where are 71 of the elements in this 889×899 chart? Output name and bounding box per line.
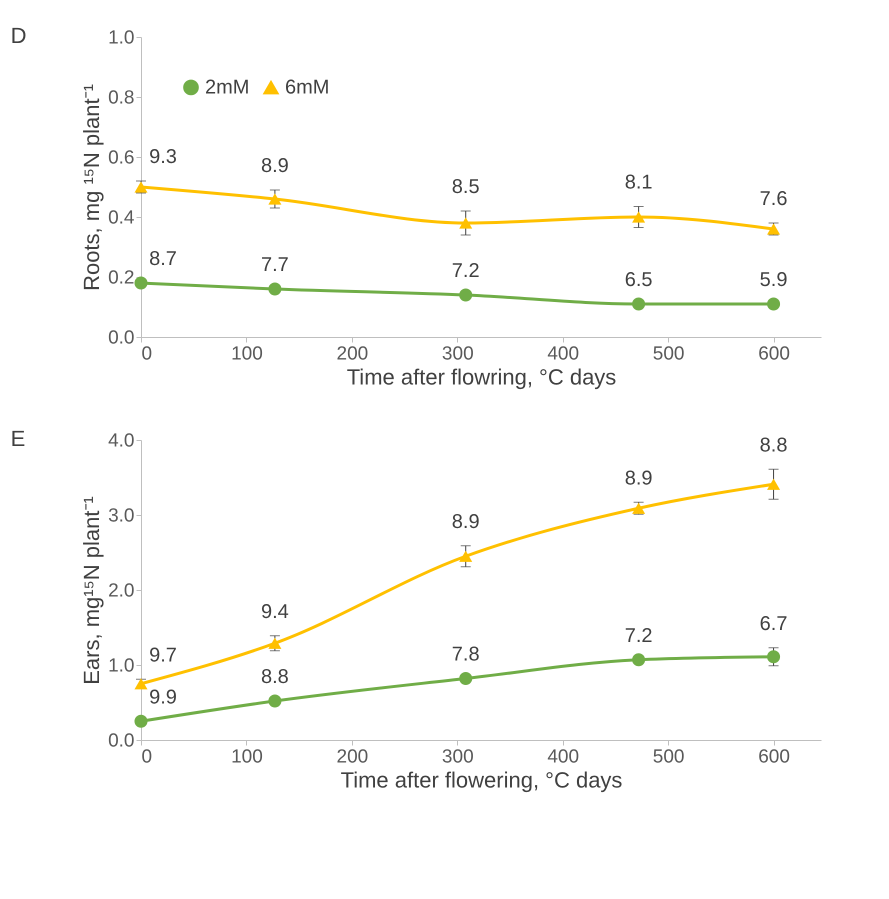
point (459, 672, 472, 686)
x-tick-label: 600 (758, 344, 790, 364)
x-tick-label: 100 (231, 344, 263, 364)
annotation: 9.3 (149, 146, 177, 168)
annotation: 8.9 (452, 510, 480, 533)
annotation: 6.7 (760, 612, 788, 635)
x-tick-label: 200 (336, 344, 368, 364)
x-tick-label: 100 (231, 746, 263, 768)
annotation: 7.2 (624, 624, 653, 647)
point (767, 478, 780, 490)
y-tick-label: 4.0 (108, 430, 134, 452)
x-tick-label: 0 (142, 746, 152, 768)
y-tick-label: 0.2 (108, 268, 134, 288)
annotation: 8.5 (452, 176, 480, 198)
point (134, 678, 148, 690)
x-tick-label: 300 (442, 344, 474, 364)
y-tick-label: 3.0 (108, 506, 134, 526)
point (268, 282, 282, 296)
x-tick-label: 200 (336, 746, 368, 768)
annotation: 8.9 (260, 155, 289, 177)
y-tick-label: 2.0 (108, 580, 134, 602)
annotation: 8.1 (624, 172, 653, 194)
annotation: 7.8 (452, 644, 480, 666)
point (632, 211, 646, 223)
annotation: 7.6 (760, 188, 788, 210)
x-tick-label: 500 (652, 344, 684, 364)
annotation: 7.2 (452, 260, 480, 282)
point (632, 653, 646, 666)
x-tick-label: 0 (142, 344, 152, 364)
x-tick-label: 300 (442, 746, 474, 768)
chart-title: E (10, 426, 26, 451)
point (459, 217, 472, 229)
annotation: 8.7 (149, 248, 177, 270)
x-axis-title: Time after flowering, °C days (340, 768, 622, 792)
chart-title: D (10, 23, 26, 48)
x-tick-label: 400 (547, 746, 580, 768)
y-axis-title: Roots, mg ¹⁵N plant⁻¹ (79, 84, 104, 291)
point (632, 297, 646, 311)
annotation: 6.5 (624, 269, 653, 291)
annotation: 8.8 (260, 666, 289, 688)
point (459, 550, 472, 562)
y-axis-title: Ears, mg¹⁵N plant⁻¹ (79, 496, 104, 685)
annotation: 8.8 (760, 434, 788, 456)
y-tick-label: 1.0 (108, 656, 134, 676)
point (459, 288, 472, 302)
annotation: 9.7 (149, 644, 177, 666)
annotation: 9.4 (260, 600, 289, 623)
y-tick-label: 0.0 (108, 730, 134, 752)
y-tick-label: 0.8 (108, 88, 134, 108)
annotation: 8.9 (624, 467, 653, 490)
annotation: 9.9 (149, 686, 177, 708)
y-tick-label: 1.0 (108, 28, 134, 48)
point (268, 638, 282, 649)
annotation: 5.9 (760, 269, 788, 291)
point (268, 694, 282, 708)
x-tick-label: 600 (758, 746, 790, 768)
annotation: 7.7 (260, 254, 289, 276)
x-axis-title: Time after flowring, °C days (346, 364, 616, 390)
y-tick-label: 0.4 (108, 208, 135, 228)
y-tick-label: 0.6 (108, 148, 134, 168)
point (767, 650, 780, 664)
y-tick-label: 0.0 (108, 328, 134, 348)
legend-label: 6mM (285, 76, 330, 98)
legend-label: 2mM (205, 76, 250, 98)
point (134, 276, 148, 290)
point (134, 181, 148, 193)
x-tick-label: 400 (547, 344, 580, 364)
x-tick-label: 500 (652, 746, 684, 768)
point (134, 714, 148, 728)
point (268, 193, 282, 205)
point (767, 297, 780, 311)
